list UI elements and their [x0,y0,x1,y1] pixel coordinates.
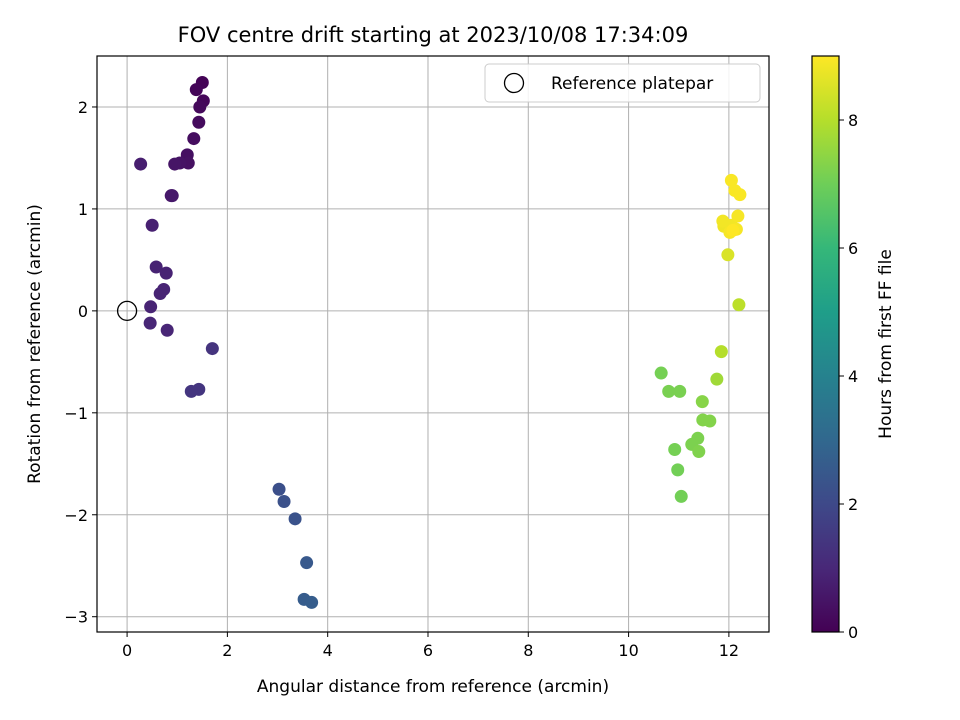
data-point [662,384,676,398]
y-tick-label: 1 [78,200,88,219]
y-tick-label: 2 [78,98,88,117]
grid-lines [97,56,769,632]
data-point [674,489,688,503]
data-point [145,218,159,232]
data-point [149,260,163,274]
data-point [714,345,728,359]
data-points [134,76,747,609]
colorbar-tick-label: 6 [848,239,858,258]
y-tick-label: −2 [64,506,88,525]
data-point [159,266,173,280]
x-tick-label: 8 [523,641,533,660]
data-point [732,298,746,312]
data-point [733,188,747,202]
data-point [703,414,717,428]
x-axis-ticks: 0 2 4 6 8 10 12 [122,632,739,660]
data-point [724,173,738,187]
data-point [673,384,687,398]
data-point [654,366,668,380]
data-point [205,342,219,356]
x-tick-label: 0 [122,641,132,660]
x-tick-label: 2 [222,641,232,660]
y-tick-label: 0 [78,302,88,321]
y-axis-label: Rotation from reference (arcmin) [25,204,45,484]
data-point [187,132,201,146]
y-tick-label: −1 [64,404,88,423]
chart-title: FOV centre drift starting at 2023/10/08 … [178,23,689,47]
data-point [160,323,174,337]
y-tick-label: −3 [64,608,88,627]
data-point [192,115,206,129]
colorbar-tick-label: 8 [848,111,858,130]
data-point [710,372,724,386]
reference-marker-group [116,300,138,322]
colorbar-label: Hours from first FF file [876,249,896,439]
x-axis-label: Angular distance from reference (arcmin) [257,677,609,697]
data-point [153,287,167,301]
colorbar-frame [811,55,840,633]
x-tick-label: 10 [618,641,638,660]
data-point [184,384,198,398]
data-point [305,595,319,609]
colorbar-tick-label: 2 [848,495,858,514]
colorbar-gradient [812,56,839,632]
data-point [731,209,745,223]
data-point [668,443,682,457]
reference-platepar-marker [116,300,138,322]
colorbar-ticks: 0 2 4 6 8 [839,111,858,642]
data-point [134,157,148,171]
data-point [144,300,158,314]
x-tick-label: 12 [719,641,739,660]
legend-reference-marker [503,72,525,94]
data-point [695,395,709,409]
data-point [300,556,314,570]
data-point [726,223,740,237]
x-tick-label: 4 [323,641,333,660]
data-point [721,248,735,262]
x-tick-label: 6 [423,641,433,660]
legend: Reference platepar [484,63,761,103]
data-point [272,482,286,496]
data-point [277,495,291,509]
y-axis-ticks: −3 −2 −1 0 1 2 [64,98,97,627]
colorbar-tick-label: 4 [848,367,858,386]
colorbar: 0 2 4 6 8 Hours from first FF file [811,55,896,642]
data-point [288,512,302,526]
data-point [189,83,203,97]
legend-box [484,63,761,103]
data-point [671,463,685,477]
legend-entry-reference: Reference platepar [551,74,713,94]
colorbar-tick-label: 0 [848,623,858,642]
data-point [193,100,207,114]
data-point [168,157,182,171]
data-point [143,316,157,330]
plot-frame [96,55,770,633]
data-point [692,445,706,459]
data-point [165,189,179,203]
